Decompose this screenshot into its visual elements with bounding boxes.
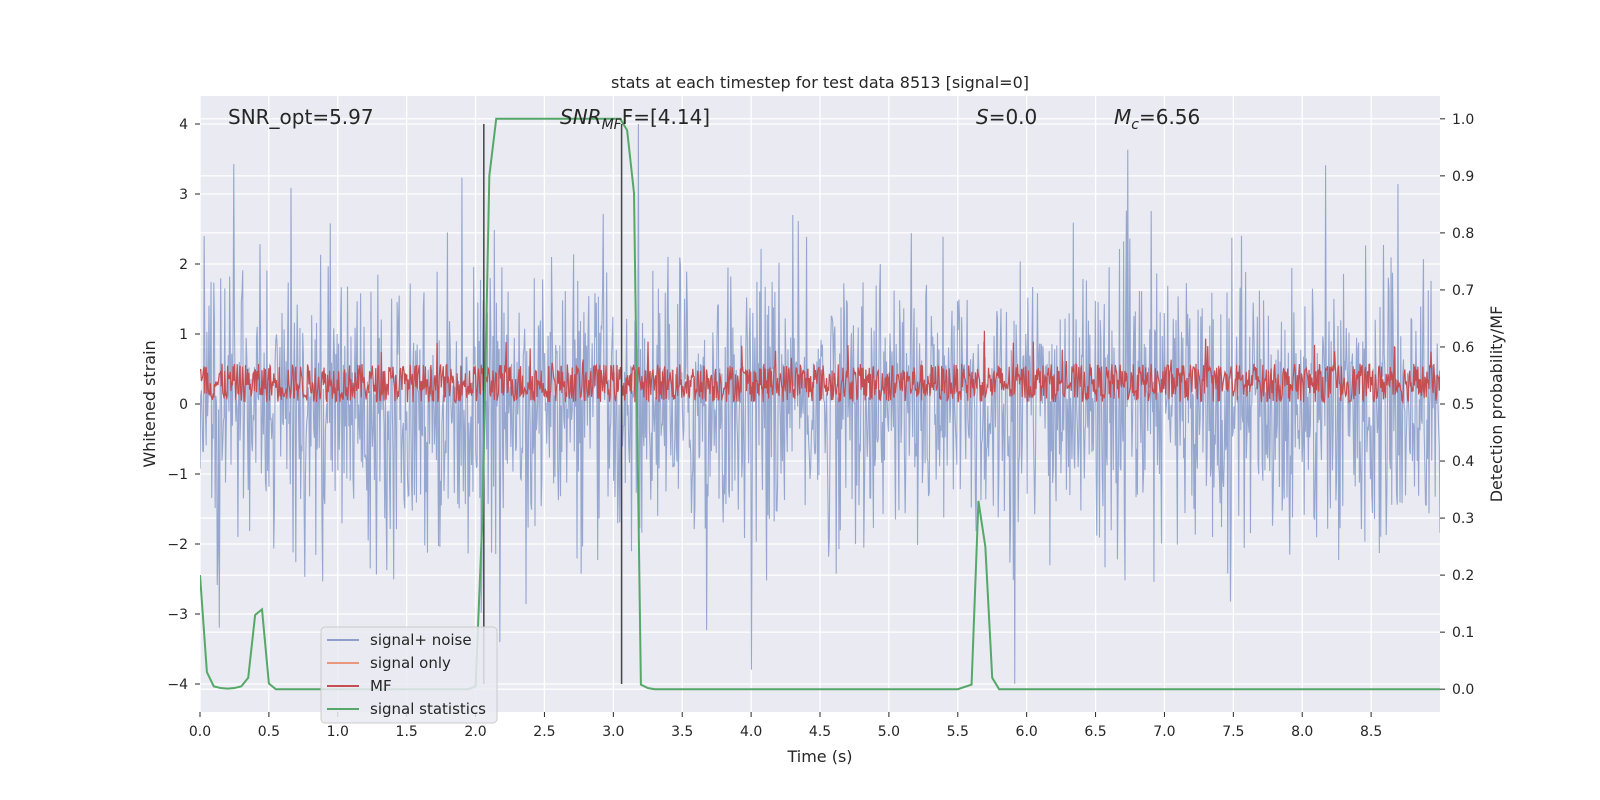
x-tick-label: 8.0 [1291, 724, 1313, 740]
y-tick-label-left: −4 [167, 677, 188, 693]
y-tick-label-left: 3 [179, 187, 188, 203]
annotation-snr-mf: SNRMFF=[4.14] [560, 105, 710, 133]
legend-label-signal-only: signal only [370, 654, 451, 672]
y-tick-label-right: 0.6 [1452, 340, 1474, 356]
y-tick-label-right: 0.1 [1452, 625, 1474, 641]
x-tick-label: 1.5 [396, 724, 418, 740]
y-tick-label-left: 4 [179, 117, 188, 133]
y-tick-label-right: 0.5 [1452, 397, 1474, 413]
x-tick-label: 0.5 [258, 724, 280, 740]
x-tick-label: 0.0 [189, 724, 211, 740]
x-tick-label: 2.0 [464, 724, 486, 740]
snr-mf-subscript: MF [602, 117, 623, 133]
x-tick-label: 8.5 [1360, 724, 1382, 740]
s-value: =0.0 [989, 105, 1038, 129]
legend-label-signal-statistics: signal statistics [370, 700, 486, 718]
mc-subscript: c [1131, 117, 1139, 133]
y-tick-label-right: 0.9 [1452, 169, 1474, 185]
x-tick-label: 3.0 [602, 724, 624, 740]
plot-series-group [200, 117, 1440, 691]
snr-mf-symbol: SNR [560, 105, 602, 129]
annotation-s: S=0.0 [976, 105, 1037, 129]
mc-symbol: M [1114, 105, 1131, 129]
x-tick-label: 5.0 [878, 724, 900, 740]
y-tick-label-left: 0 [179, 397, 188, 413]
series-mf [200, 330, 1440, 405]
series-signal-statistics [200, 117, 1440, 691]
y-tick-label-right: 0.7 [1452, 283, 1474, 299]
y-tick-label-right: 0.8 [1452, 226, 1474, 242]
x-tick-label: 4.0 [740, 724, 762, 740]
y-tick-label-right: 0.3 [1452, 511, 1474, 527]
y-tick-label-right: 0.4 [1452, 454, 1474, 470]
x-tick-label: 6.0 [1016, 724, 1038, 740]
y-tick-label-left: 1 [179, 327, 188, 343]
y-tick-label-left: −3 [167, 607, 188, 623]
legend-box [320, 626, 498, 724]
x-tick-label: 6.5 [1084, 724, 1106, 740]
x-tick-label: 1.0 [327, 724, 349, 740]
y-tick-label-right: 0.0 [1452, 682, 1474, 698]
y-axis-label-left: Whitened strain [140, 340, 159, 467]
y-axis-label-right: Detection probability/MF [1487, 306, 1506, 503]
x-tick-label: 5.5 [947, 724, 969, 740]
x-tick-label: 2.5 [533, 724, 555, 740]
x-tick-label: 4.5 [809, 724, 831, 740]
series-signal-noise [200, 123, 1440, 684]
snr-mf-value: F=[4.14] [622, 105, 710, 129]
x-tick-label: 3.5 [671, 724, 693, 740]
y-tick-label-right: 1.0 [1452, 112, 1474, 128]
chart-title: stats at each timestep for test data 851… [611, 73, 1029, 92]
x-tick-label: 7.0 [1153, 724, 1175, 740]
x-tick-label: 7.5 [1222, 724, 1244, 740]
mc-value: =6.56 [1139, 105, 1200, 129]
legend-label-signal-noise: signal+ noise [370, 631, 472, 649]
s-symbol: S [976, 105, 989, 129]
annotation-mc: Mc=6.56 [1114, 105, 1200, 133]
legend: signal+ noise signal only MF signal stat… [320, 626, 498, 724]
annotation-snr-opt: SNR_opt=5.97 [228, 105, 374, 129]
y-tick-label-left: −2 [167, 537, 188, 553]
axes: 0.0 0.5 1.0 1.5 2.0 2.5 3.0 3.5 4.0 4.5 5.0 5.5 6.0 6… [167, 112, 1474, 740]
y-tick-label-left: 2 [179, 257, 188, 273]
legend-label-mf: MF [370, 677, 392, 695]
x-axis-label: Time (s) [786, 747, 852, 766]
y-tick-label-right: 0.2 [1452, 568, 1474, 584]
y-tick-label-left: −1 [167, 467, 188, 483]
